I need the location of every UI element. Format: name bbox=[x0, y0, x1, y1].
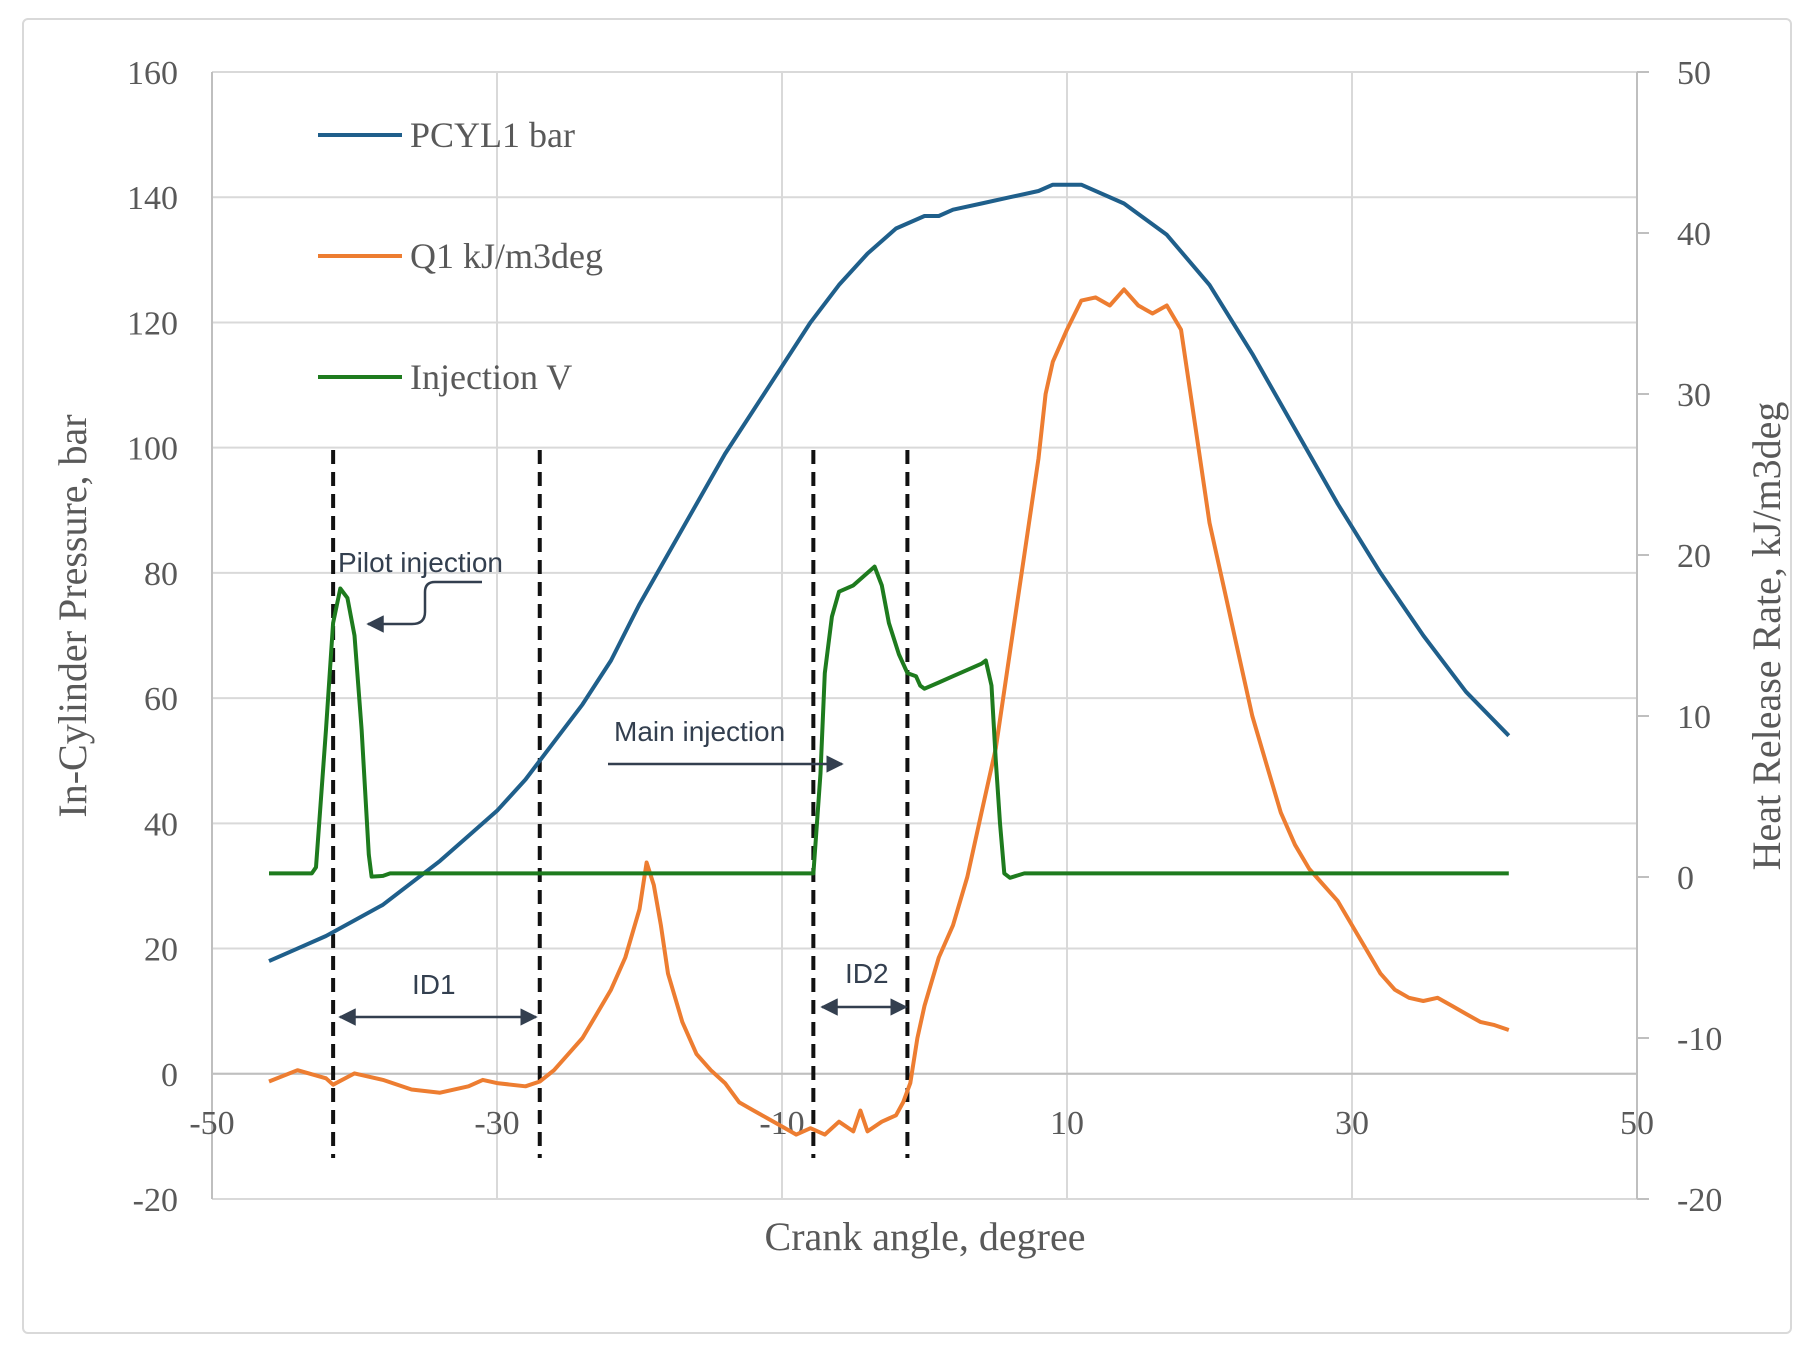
legend: PCYL1 bar Q1 kJ/m3deg Injection V bbox=[318, 115, 603, 397]
legend-label: Q1 kJ/m3deg bbox=[410, 236, 603, 276]
tick-labels: -20 0 20 40 60 80 100 120 140 160 -20 -10 0 10 20 30 40 5… bbox=[127, 55, 1722, 1219]
id1-label: ID1 bbox=[412, 969, 456, 1000]
pilot-injection-label: Pilot injection bbox=[338, 547, 503, 578]
legend-label: PCYL1 bar bbox=[410, 115, 575, 155]
id2-label: ID2 bbox=[845, 958, 889, 989]
series-line-q1-kj-m3deg bbox=[268, 287, 1510, 1137]
series-line-pcyl1-bar bbox=[268, 182, 1511, 963]
y-left-tick-label: 80 bbox=[144, 556, 178, 593]
axes bbox=[211, 71, 1649, 1200]
y-left-tick-label: 40 bbox=[144, 806, 178, 843]
y-right-tick-label: 10 bbox=[1677, 699, 1711, 736]
y-right-tick-label: 50 bbox=[1677, 55, 1711, 92]
y-left-tick-label: 120 bbox=[127, 305, 178, 342]
y-right-tick-label: 40 bbox=[1677, 216, 1711, 253]
main-injection-label: Main injection bbox=[614, 716, 785, 747]
y-left-tick-label: 0 bbox=[161, 1057, 178, 1094]
pilot-injection-arrow bbox=[366, 580, 482, 633]
x-tick-label: 30 bbox=[1335, 1105, 1369, 1142]
y-left-tick-label: -20 bbox=[133, 1182, 178, 1219]
annotations: Pilot injection Main injection ID1 ID2 bbox=[338, 547, 908, 1026]
x-tick-label: -30 bbox=[474, 1105, 519, 1142]
legend-label: Injection V bbox=[410, 357, 572, 397]
series-lines bbox=[268, 182, 1511, 1137]
y-left-tick-label: 160 bbox=[127, 55, 178, 92]
y-right-tick-label: 30 bbox=[1677, 377, 1711, 414]
y-left-tick-label: 100 bbox=[127, 431, 178, 468]
y-right-tick-label: -10 bbox=[1677, 1021, 1722, 1058]
y-right-tick-label: -20 bbox=[1677, 1182, 1722, 1219]
y-axis-left-title: In-Cylinder Pressure, bar bbox=[50, 414, 95, 817]
y-axis-right-title: Heat Release Rate, kJ/m3deg bbox=[1744, 402, 1789, 871]
x-axis-title: Crank angle, degree bbox=[765, 1214, 1086, 1259]
series-line-injection-v bbox=[269, 564, 1509, 880]
y-right-tick-label: 20 bbox=[1677, 538, 1711, 575]
x-tick-label: -10 bbox=[759, 1105, 804, 1142]
y-left-tick-label: 20 bbox=[144, 932, 178, 969]
y-left-tick-label: 140 bbox=[127, 180, 178, 217]
x-tick-label: 10 bbox=[1050, 1105, 1084, 1142]
x-tick-label: 50 bbox=[1620, 1105, 1654, 1142]
reference-lines bbox=[331, 450, 910, 1158]
y-right-tick-label: 0 bbox=[1677, 860, 1694, 897]
y-left-tick-label: 60 bbox=[144, 681, 178, 718]
axis-titles: Crank angle, degree In-Cylinder Pressure… bbox=[50, 402, 1789, 1259]
x-tick-label: -50 bbox=[189, 1105, 234, 1142]
